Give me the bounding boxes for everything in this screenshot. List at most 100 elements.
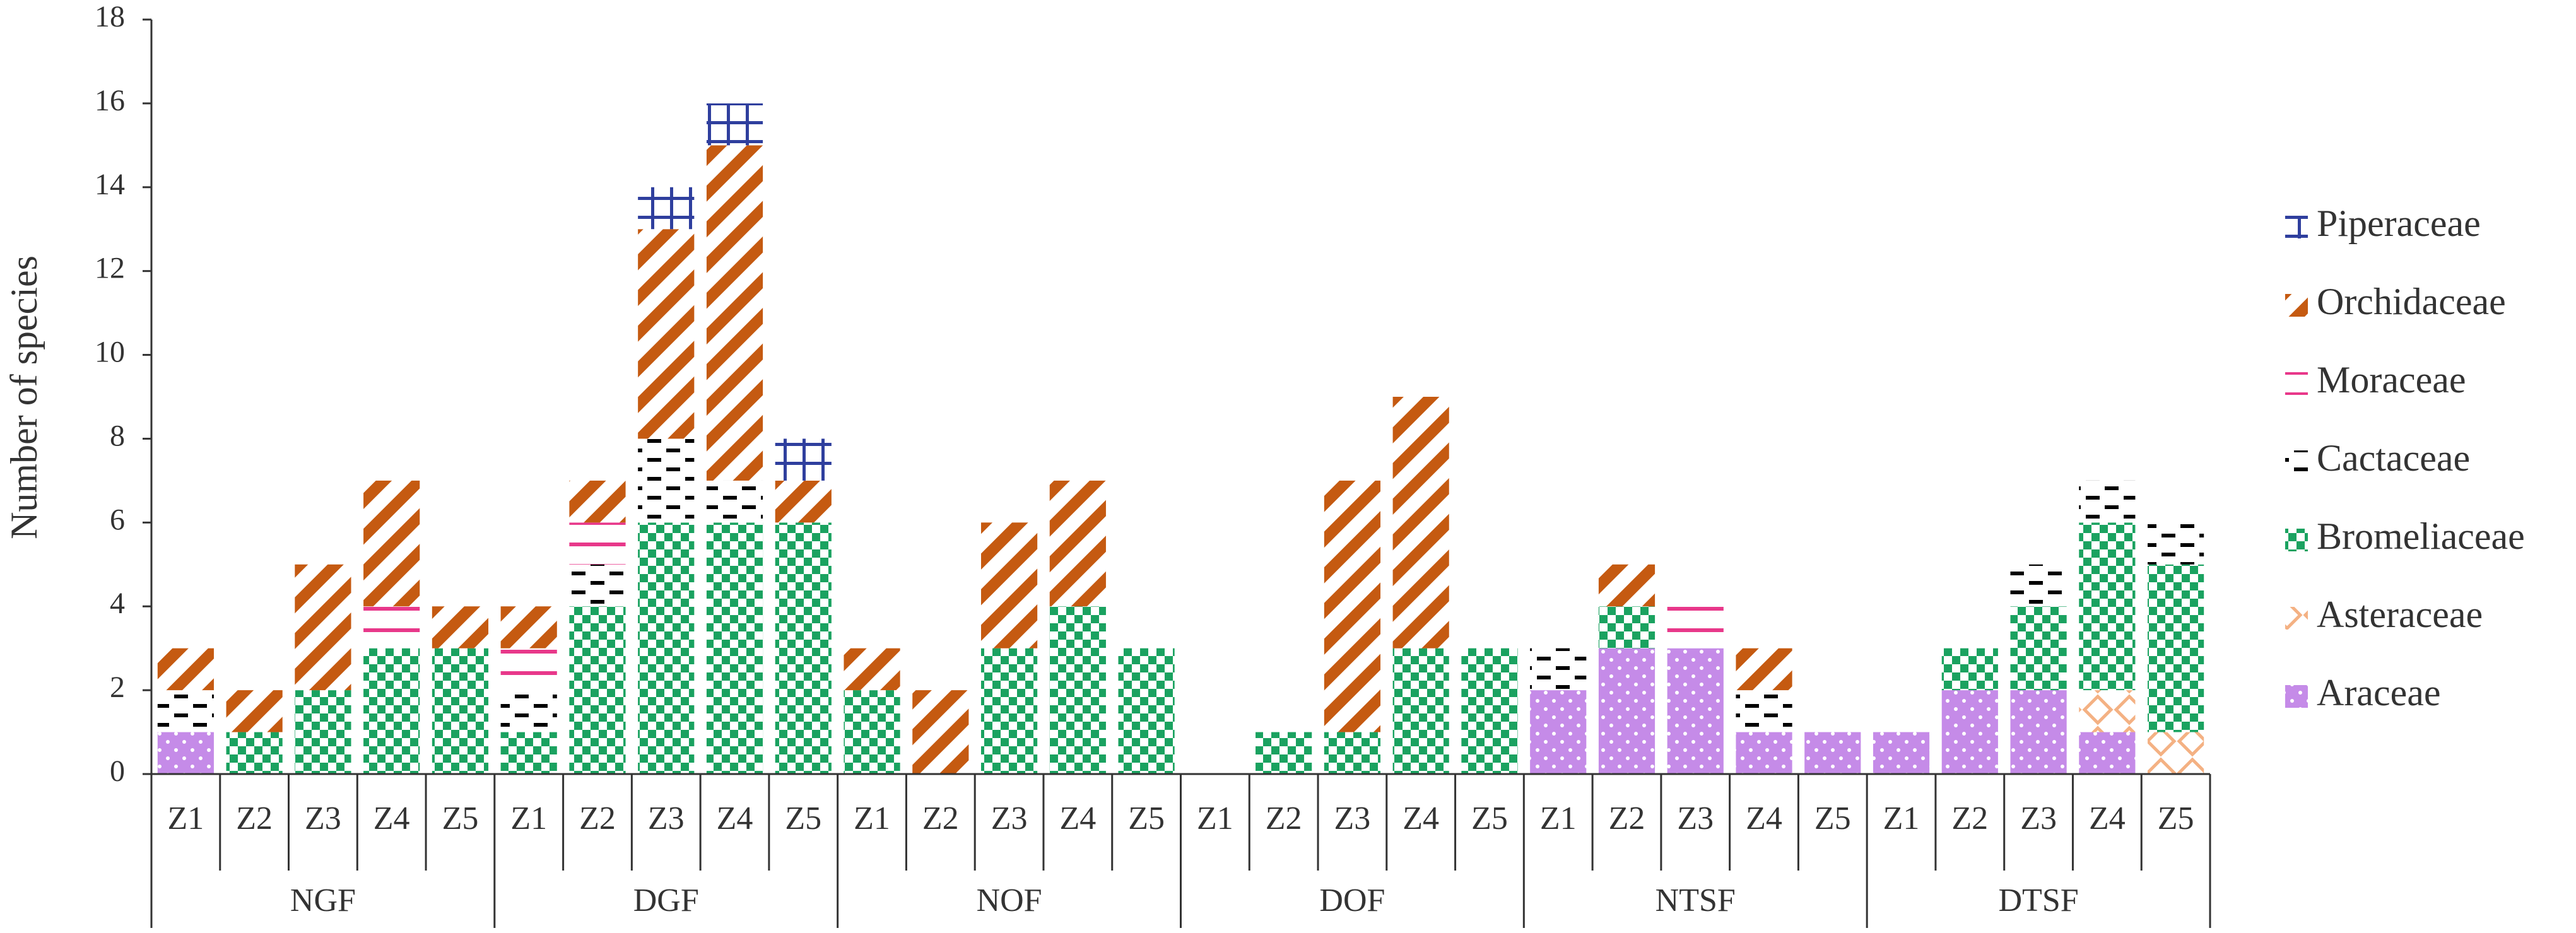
- x-tick-label: Z1: [854, 801, 890, 836]
- bar-segment: [1598, 564, 1656, 607]
- y-tick-label: 2: [110, 671, 125, 704]
- bar-segment: [295, 690, 351, 774]
- bar-segment: [569, 480, 626, 523]
- bar-segment: [2079, 522, 2136, 691]
- bar-segment: [1461, 648, 1518, 774]
- x-tick-label: Z2: [922, 801, 959, 836]
- bar-segment: [1392, 397, 1449, 648]
- bar-segment: [1049, 606, 1106, 774]
- bar-segment: [295, 564, 351, 691]
- bar-segment: [844, 690, 900, 774]
- group-label: DGF: [633, 883, 699, 918]
- bar-segment: [2010, 564, 2067, 607]
- legend-label: Araceae: [2317, 672, 2440, 713]
- x-tick-label: Z5: [2158, 801, 2194, 836]
- bar-segment: [638, 438, 695, 523]
- x-tick-label: Z1: [168, 801, 204, 836]
- y-tick-label: 10: [95, 336, 125, 369]
- legend-label: Piperaceae: [2317, 202, 2481, 244]
- bar-segment: [157, 732, 214, 774]
- bar-segment: [1736, 648, 1792, 691]
- bar-segment: [1598, 606, 1656, 648]
- bar-segment: [2010, 690, 2067, 774]
- group-label: NOF: [977, 883, 1042, 918]
- x-tick-label: Z4: [717, 801, 753, 836]
- x-tick-label: Z1: [1540, 801, 1577, 836]
- y-tick-label: 4: [110, 587, 125, 620]
- x-tick-label: Z3: [305, 801, 341, 836]
- x-tick-label: Z5: [1814, 801, 1851, 836]
- bar-segment: [638, 187, 695, 230]
- legend-label: Orchidaceae: [2317, 281, 2506, 322]
- bar-segment: [1392, 648, 1449, 774]
- bar-segment: [912, 690, 969, 774]
- group-label: DOF: [1319, 883, 1385, 918]
- bar-segment: [1941, 648, 1998, 691]
- legend-swatch: [2285, 529, 2308, 551]
- bar-segment: [1049, 480, 1106, 607]
- bar-segment: [363, 480, 420, 607]
- bar-segment: [775, 438, 832, 481]
- bar-segment: [1256, 732, 1312, 774]
- bar-segment: [2148, 732, 2204, 774]
- x-tick-label: Z2: [1266, 801, 1302, 836]
- legend-label: Moraceae: [2317, 359, 2466, 401]
- legend-label: Bromeliaceae: [2317, 515, 2525, 557]
- bar-segment: [1530, 690, 1587, 774]
- bar-segment: [775, 522, 832, 774]
- bar-segment: [2079, 690, 2136, 732]
- x-tick-label: Z1: [510, 801, 547, 836]
- bar-segment: [226, 732, 283, 774]
- bar-segment: [706, 522, 763, 774]
- bar-segment: [1530, 648, 1587, 691]
- bar-segment: [500, 648, 557, 691]
- y-tick-label: 6: [110, 503, 125, 536]
- x-tick-label: Z5: [1128, 801, 1165, 836]
- x-tick-label: Z4: [373, 801, 410, 836]
- bar-segment: [157, 690, 214, 732]
- x-tick-label: Z5: [785, 801, 821, 836]
- bar-segment: [1118, 648, 1175, 774]
- bar-segment: [1324, 732, 1381, 774]
- x-tick-label: Z4: [1059, 801, 1096, 836]
- legend-swatch: [2285, 372, 2308, 395]
- bar-segment: [1736, 732, 1792, 774]
- group-label: NTSF: [1656, 883, 1736, 918]
- bar-segment: [569, 606, 626, 774]
- bar-segment: [569, 522, 626, 565]
- legend-swatch: [2285, 607, 2308, 630]
- x-tick-label: Z1: [1197, 801, 1233, 836]
- bar-segment: [1667, 606, 1724, 648]
- bar-segment: [1804, 732, 1861, 774]
- bar-segment: [363, 648, 420, 774]
- bar-segment: [844, 648, 900, 691]
- x-tick-label: Z4: [1403, 801, 1439, 836]
- bar-segment: [1736, 690, 1792, 732]
- legend-swatch: [2285, 216, 2308, 238]
- group-label: DTSF: [1999, 883, 2079, 918]
- legend-label: Asteraceae: [2317, 594, 2483, 635]
- bar-segment: [2010, 606, 2067, 691]
- bar-segment: [638, 229, 695, 439]
- y-axis-title: Number of species: [3, 255, 45, 539]
- bar-segment: [432, 648, 489, 774]
- bar-segment: [1941, 690, 1998, 774]
- x-tick-label: Z3: [1334, 801, 1371, 836]
- legend-swatch: [2285, 685, 2308, 708]
- bar-segment: [1324, 480, 1381, 732]
- x-tick-label: Z3: [1677, 801, 1714, 836]
- legend-label: Cactaceae: [2317, 437, 2470, 479]
- bar-segment: [157, 648, 214, 691]
- x-tick-label: Z2: [1951, 801, 1988, 836]
- x-tick-label: Z2: [579, 801, 616, 836]
- bar-segment: [226, 690, 283, 732]
- bar-segment: [980, 522, 1038, 648]
- bar-segment: [363, 606, 420, 648]
- bar-segment: [2079, 480, 2136, 523]
- bar-segment: [1598, 648, 1656, 774]
- y-tick-label: 14: [95, 168, 125, 201]
- x-tick-label: Z2: [1609, 801, 1645, 836]
- x-tick-label: Z4: [1746, 801, 1782, 836]
- bar-segment: [569, 564, 626, 607]
